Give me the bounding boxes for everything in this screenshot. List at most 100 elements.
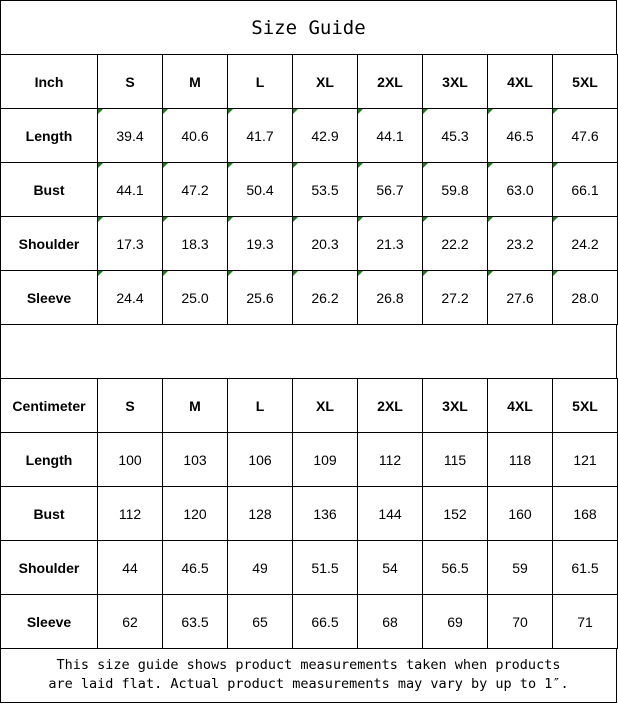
measurement-cell: 18.3 [162,216,228,271]
measurement-cell: 71 [552,594,618,649]
unit-header: Inch [0,54,98,109]
measurement-cell: 17.3 [97,216,163,271]
measurement-cell: 28.0 [552,270,618,325]
size-header: 2XL [357,378,423,433]
measurement-cell: 109 [292,432,358,487]
header-row: Inch S M L XL 2XL 3XL 4XL 5XL [0,54,618,109]
note-line-2: are laid flat. Actual product measuremen… [48,676,569,692]
measurement-cell: 56.7 [357,162,423,217]
measurement-cell: 136 [292,486,358,541]
measurement-cell: 50.4 [227,162,293,217]
measurement-label: Sleeve [0,594,98,649]
measurement-cell: 27.2 [422,270,488,325]
measurement-cell: 54 [357,540,423,595]
header-row: Centimeter S M L XL 2XL 3XL 4XL 5XL [0,378,618,433]
measurement-cell: 25.6 [227,270,293,325]
size-header: S [97,378,163,433]
measurement-cell: 44.1 [97,162,163,217]
measurement-cell: 100 [97,432,163,487]
measurement-cell: 25.0 [162,270,228,325]
measurement-cell: 62 [97,594,163,649]
size-header: 4XL [487,378,553,433]
measurement-cell: 128 [227,486,293,541]
measurement-cell: 45.3 [422,108,488,163]
measurement-cell: 63.5 [162,594,228,649]
size-header: 5XL [552,378,618,433]
measurement-cell: 24.4 [97,270,163,325]
unit-header: Centimeter [0,378,98,433]
inch-size-table: Inch S M L XL 2XL 3XL 4XL 5XL Length 39.4 40.6 41.7 4… [0,54,618,325]
measurement-label: Shoulder [0,216,98,271]
measurement-cell: 23.2 [487,216,553,271]
size-header: 2XL [357,54,423,109]
measurement-cell: 144 [357,486,423,541]
size-header: XL [292,54,358,109]
note-line-1: This size guide shows product measuremen… [56,657,561,673]
measurement-cell: 51.5 [292,540,358,595]
measurement-cell: 24.2 [552,216,618,271]
measurement-label: Bust [0,486,98,541]
size-header: L [227,54,293,109]
measurement-cell: 46.5 [487,108,553,163]
measurement-cell: 53.5 [292,162,358,217]
page-title: Size Guide [0,0,617,55]
measurement-cell: 152 [422,486,488,541]
measurement-cell: 112 [357,432,423,487]
measurement-cell: 44 [97,540,163,595]
measurement-cell: 19.3 [227,216,293,271]
size-header: 4XL [487,54,553,109]
measurement-cell: 47.6 [552,108,618,163]
size-header: 3XL [422,378,488,433]
table-row: Sleeve 24.4 25.0 25.6 26.2 26.8 27.2 27.6 28.0 [0,270,618,325]
measurement-cell: 46.5 [162,540,228,595]
measurement-cell: 70 [487,594,553,649]
measurement-cell: 40.6 [162,108,228,163]
measurement-cell: 39.4 [97,108,163,163]
measurement-cell: 115 [422,432,488,487]
measurement-cell: 20.3 [292,216,358,271]
measurement-cell: 103 [162,432,228,487]
measurement-cell: 168 [552,486,618,541]
measurement-cell: 106 [227,432,293,487]
measurement-cell: 26.2 [292,270,358,325]
size-header: L [227,378,293,433]
measurement-cell: 160 [487,486,553,541]
size-header: 3XL [422,54,488,109]
measurement-cell: 56.5 [422,540,488,595]
table-row: Shoulder 44 46.5 49 51.5 54 56.5 59 61.5 [0,540,618,595]
measurement-cell: 44.1 [357,108,423,163]
table-row: Length 100 103 106 109 112 115 118 121 [0,432,618,487]
size-header: 5XL [552,54,618,109]
measurement-cell: 42.9 [292,108,358,163]
measurement-cell: 61.5 [552,540,618,595]
measurement-cell: 47.2 [162,162,228,217]
measurement-cell: 59 [487,540,553,595]
measurement-cell: 65 [227,594,293,649]
measurement-cell: 63.0 [487,162,553,217]
measurement-cell: 66.1 [552,162,618,217]
measurement-cell: 59.8 [422,162,488,217]
measurement-cell: 120 [162,486,228,541]
measurement-cell: 68 [357,594,423,649]
size-header: M [162,54,228,109]
measurement-label: Length [0,432,98,487]
measurement-label: Length [0,108,98,163]
table-row: Length 39.4 40.6 41.7 42.9 44.1 45.3 46.5 47.6 [0,108,618,163]
size-header: M [162,378,228,433]
table-row: Sleeve 62 63.5 65 66.5 68 69 70 71 [0,594,618,649]
measurement-cell: 22.2 [422,216,488,271]
measurement-label: Shoulder [0,540,98,595]
size-header: S [97,54,163,109]
measurement-cell: 26.8 [357,270,423,325]
table-row: Shoulder 17.3 18.3 19.3 20.3 21.3 22.2 23.2 24.2 [0,216,618,271]
measurement-cell: 112 [97,486,163,541]
table-row: Bust 112 120 128 136 144 152 160 168 [0,486,618,541]
measurement-cell: 21.3 [357,216,423,271]
measurement-note: This size guide shows product measuremen… [0,648,617,703]
measurement-label: Bust [0,162,98,217]
measurement-cell: 66.5 [292,594,358,649]
size-header: XL [292,378,358,433]
measurement-cell: 121 [552,432,618,487]
measurement-cell: 118 [487,432,553,487]
